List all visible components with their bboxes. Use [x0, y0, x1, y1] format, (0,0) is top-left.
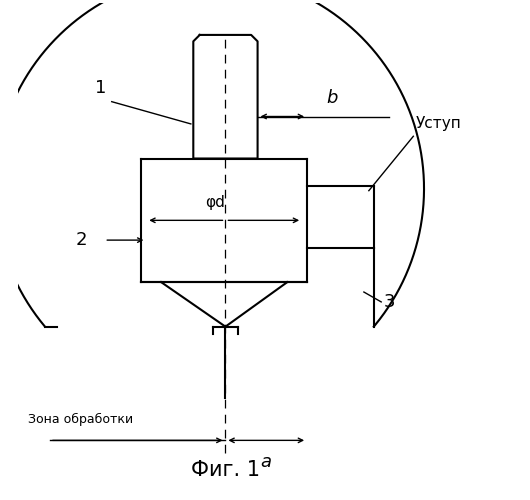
Text: 3: 3 — [384, 293, 395, 311]
Text: 2: 2 — [75, 231, 87, 249]
Text: Зона обработки: Зона обработки — [28, 412, 133, 426]
Text: a: a — [261, 452, 272, 470]
Text: φd: φd — [206, 196, 225, 210]
Text: Фиг. 1: Фиг. 1 — [191, 460, 260, 480]
Text: Уступ: Уступ — [416, 116, 462, 132]
Text: 1: 1 — [95, 78, 107, 96]
Text: b: b — [327, 88, 338, 106]
